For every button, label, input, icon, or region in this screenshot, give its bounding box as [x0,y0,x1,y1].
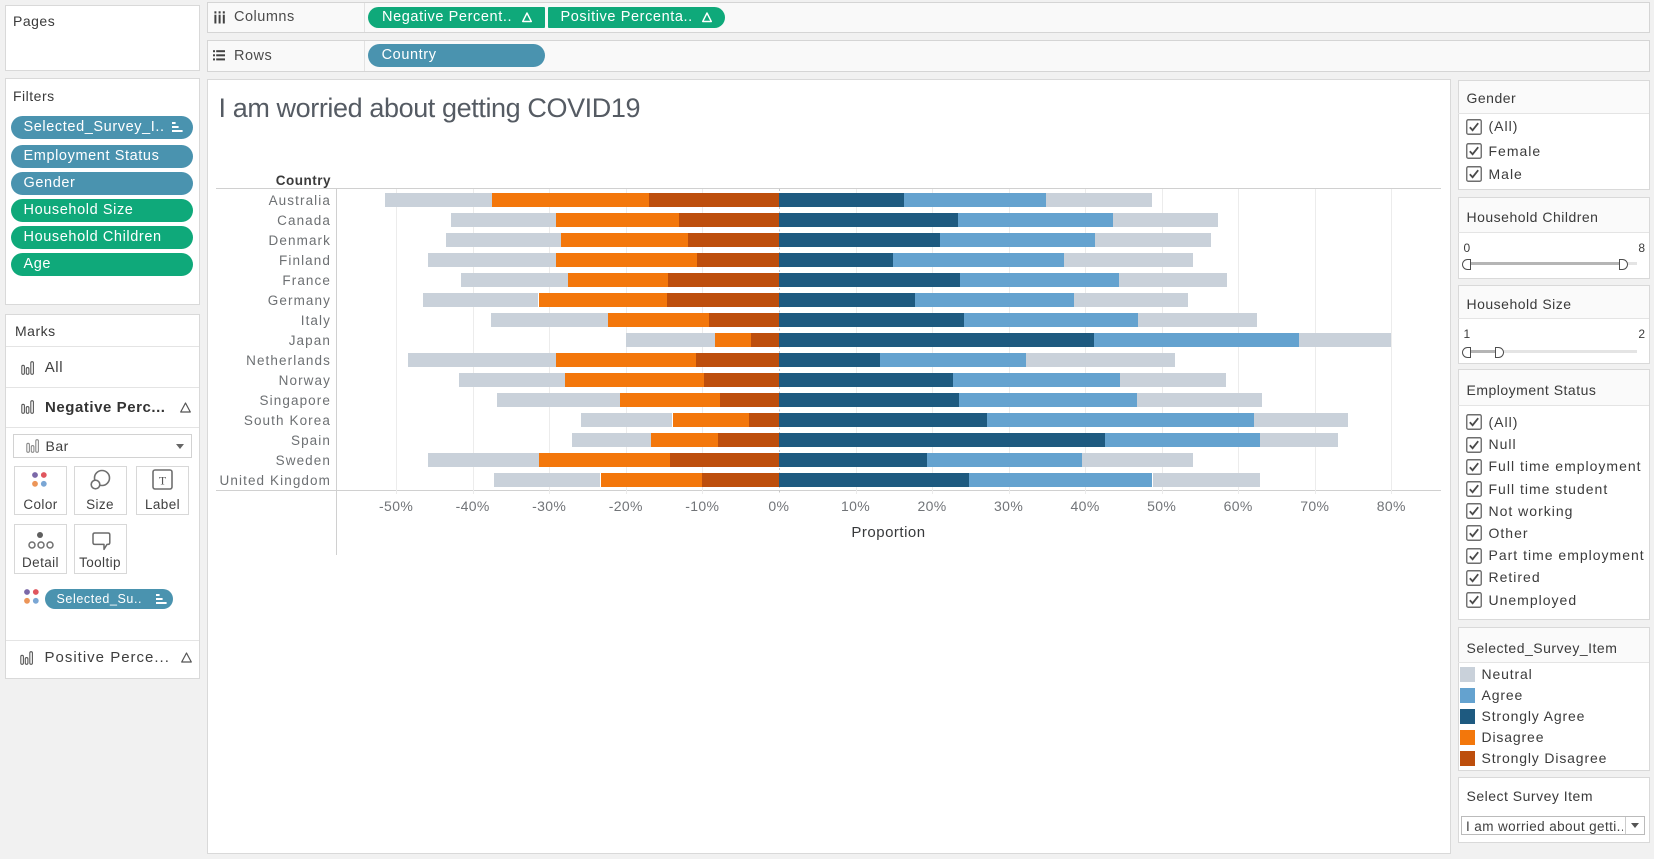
svg-text:T: T [159,474,167,488]
